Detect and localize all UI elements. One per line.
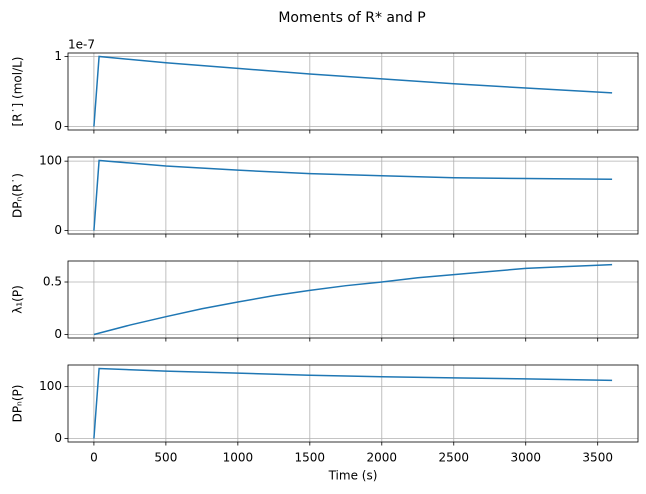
data-line	[93, 367, 613, 439]
y-tick-label: 1	[54, 49, 62, 63]
x-axis-label: Time (s)	[328, 469, 378, 483]
axes-frame	[67, 260, 639, 339]
y-axis-label: λ₁(P)	[11, 285, 25, 314]
y-tick-label: 0	[54, 119, 62, 133]
x-tick-label: 3500	[582, 451, 613, 465]
x-tick-label: 500	[154, 451, 177, 465]
axes-frame	[67, 52, 639, 131]
data-line	[93, 55, 613, 127]
y-tick-label: 0	[54, 431, 62, 445]
figure-title: Moments of R* and P	[278, 10, 425, 26]
x-tick-label: 1500	[295, 451, 326, 465]
x-tick-label: 3000	[510, 451, 541, 465]
y-tick-label: 0	[54, 327, 62, 341]
offset-text: 1e-7	[68, 38, 95, 52]
y-tick-label: 0.5	[43, 275, 62, 289]
x-tick-label: 1000	[223, 451, 254, 465]
data-line	[93, 159, 613, 231]
y-axis-label: DPₙ(R˙)	[11, 173, 25, 218]
x-tick-label: 2000	[367, 451, 398, 465]
axes-frame	[67, 364, 639, 443]
y-tick-label: 100	[39, 379, 62, 393]
x-tick-label: 2500	[438, 451, 469, 465]
y-axis-label: DPₙ(P)	[11, 385, 25, 423]
y-tick-label: 0	[54, 223, 62, 237]
data-line	[93, 263, 613, 336]
x-tick-label: 0	[90, 451, 98, 465]
y-tick-label: 100	[39, 154, 62, 168]
y-axis-label: [R˙] (mol/L)	[11, 57, 25, 127]
axes-frame	[67, 156, 639, 235]
